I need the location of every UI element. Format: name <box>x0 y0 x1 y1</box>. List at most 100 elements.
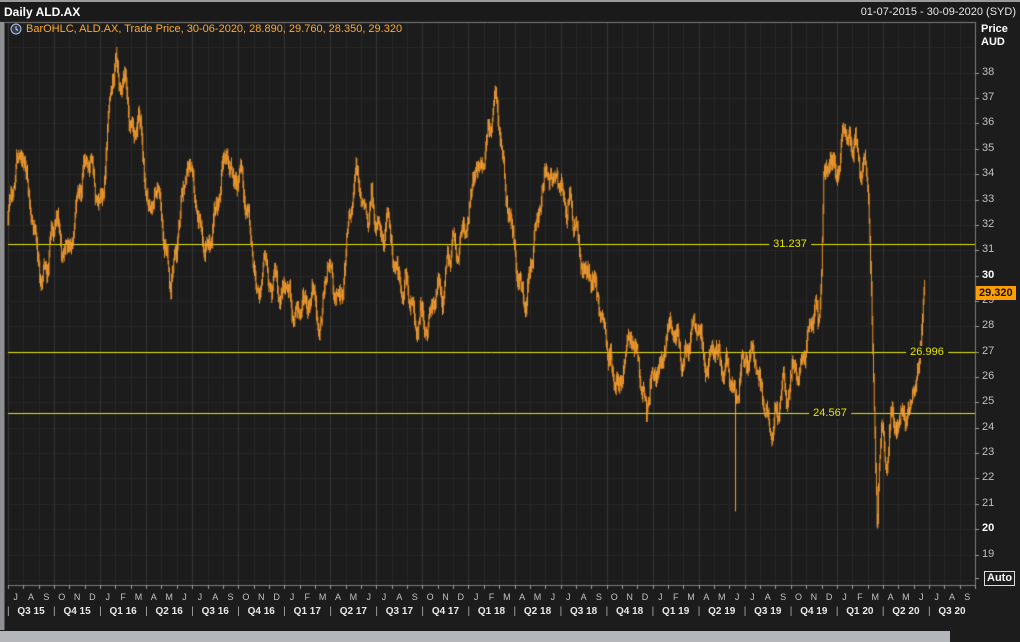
month-label: A <box>28 592 35 602</box>
quarter-separator: | <box>789 606 793 617</box>
quarter-label: | Q1 20 <box>835 606 874 617</box>
month-label: N <box>810 592 818 602</box>
quarter-label: | Q1 19 <box>651 606 690 617</box>
quarter-label: | Q3 17 <box>375 606 414 617</box>
month-label: J <box>105 592 111 602</box>
quarter-separator: | <box>697 606 701 617</box>
quarter-label: | Q3 18 <box>559 606 598 617</box>
month-label: J <box>13 592 18 602</box>
month-label: N <box>73 592 81 602</box>
quarter-separator: | <box>283 606 286 617</box>
price-tick-label: 28 <box>982 319 995 332</box>
quarter-separator: | <box>743 606 747 617</box>
month-label: F <box>672 592 679 602</box>
month-label: M <box>687 592 695 602</box>
horizontal-scrollbar[interactable] <box>0 631 950 642</box>
month-label: A <box>396 592 403 602</box>
month-label: J <box>381 592 387 602</box>
price-axis-title-line1: Price <box>981 23 1008 35</box>
month-label: O <box>58 592 66 602</box>
month-label: J <box>919 592 924 602</box>
month-label: M <box>503 592 511 602</box>
month-label: F <box>304 592 311 602</box>
month-label: S <box>227 592 234 602</box>
quarter-separator: | <box>7 606 10 617</box>
month-label: O <box>426 592 434 602</box>
month-label: M <box>717 592 726 602</box>
quarter-label: | Q2 18 <box>513 606 552 617</box>
price-tick-label: 27 <box>982 344 995 357</box>
month-label: O <box>610 592 618 602</box>
legend-text: BarOHLC, ALD.AX, Trade Price, 30-06-2020… <box>26 23 403 35</box>
month-label: M <box>533 592 542 602</box>
support-line-label-3[interactable]: 24.567 <box>809 407 851 419</box>
title-bar[interactable]: Daily ALD.AX 01-07-2015 - 30-09-2020 (SY… <box>0 0 1020 20</box>
price-tick-label: 36 <box>982 116 995 129</box>
month-label: A <box>948 592 955 602</box>
quarter-separator: | <box>145 606 148 617</box>
month-label: M <box>134 592 143 602</box>
month-label: M <box>349 592 358 602</box>
quarter-separator: | <box>835 606 839 617</box>
quarter-separator: | <box>191 606 194 617</box>
price-axis-title-line2: AUD <box>981 36 1005 48</box>
month-label: J <box>934 592 939 602</box>
price-tick-label: 30 <box>982 268 995 281</box>
month-label: D <box>273 592 280 602</box>
quarter-separator: | <box>513 606 517 617</box>
month-label: S <box>411 592 418 602</box>
quarter-label: | Q2 17 <box>329 606 367 617</box>
month-label: F <box>488 592 495 602</box>
quarter-label: | Q3 20 <box>927 606 966 617</box>
price-tick-label: 31 <box>982 243 995 256</box>
quarter-separator: | <box>421 606 425 617</box>
month-label: D <box>89 592 96 602</box>
month-label: J <box>734 592 740 602</box>
legend-row[interactable]: BarOHLC, ALD.AX, Trade Price, 30-06-2020… <box>10 23 402 35</box>
last-price-badge: 29.320 <box>976 285 1016 300</box>
quarter-separator: | <box>329 606 332 617</box>
quarter-label: | Q1 17 <box>283 606 321 617</box>
month-label: M <box>318 592 327 602</box>
price-tick-label: 19 <box>982 547 995 560</box>
auto-scale-button[interactable]: Auto <box>984 571 1016 586</box>
month-label: J <box>658 592 663 602</box>
quarter-label: | Q1 16 <box>99 606 137 617</box>
month-label: J <box>197 592 203 602</box>
quarter-separator: | <box>651 606 655 617</box>
vertical-scrollbar[interactable] <box>0 22 5 630</box>
quarter-label: | Q4 18 <box>605 606 644 617</box>
quarter-separator: | <box>237 606 240 617</box>
month-label: J <box>182 592 187 602</box>
price-tick-label: 23 <box>982 446 995 459</box>
price-axis-title: Price AUD <box>981 23 1008 49</box>
month-label: A <box>519 592 526 602</box>
month-label: A <box>703 592 710 602</box>
month-label: J <box>289 592 295 602</box>
month-label: N <box>626 592 633 602</box>
quarter-label: | Q1 18 <box>467 606 506 617</box>
month-label: A <box>887 592 894 602</box>
month-label: S <box>43 592 50 602</box>
quarter-separator: | <box>927 606 931 617</box>
price-tick-label: 22 <box>982 471 995 484</box>
month-label: O <box>794 592 802 602</box>
window-title: Daily ALD.AX <box>4 5 81 19</box>
month-label: D <box>641 592 649 602</box>
support-line-label-1[interactable]: 31.237 <box>769 238 811 250</box>
quarter-separator: | <box>467 606 471 617</box>
price-tick-label: 25 <box>982 395 995 408</box>
support-line-label-2[interactable]: 26.996 <box>906 346 948 358</box>
price-tick-label: 21 <box>982 496 995 509</box>
month-label: A <box>580 592 587 602</box>
month-label: F <box>857 592 863 602</box>
date-range-label: 01-07-2015 - 30-09-2020 (SYD) <box>860 6 1016 18</box>
month-label: A <box>764 592 771 602</box>
month-label: M <box>902 592 910 602</box>
quarter-label: | Q4 16 <box>237 606 275 617</box>
month-label: N <box>442 592 449 602</box>
month-label: D <box>457 592 465 602</box>
price-tick-label: 35 <box>982 141 995 154</box>
